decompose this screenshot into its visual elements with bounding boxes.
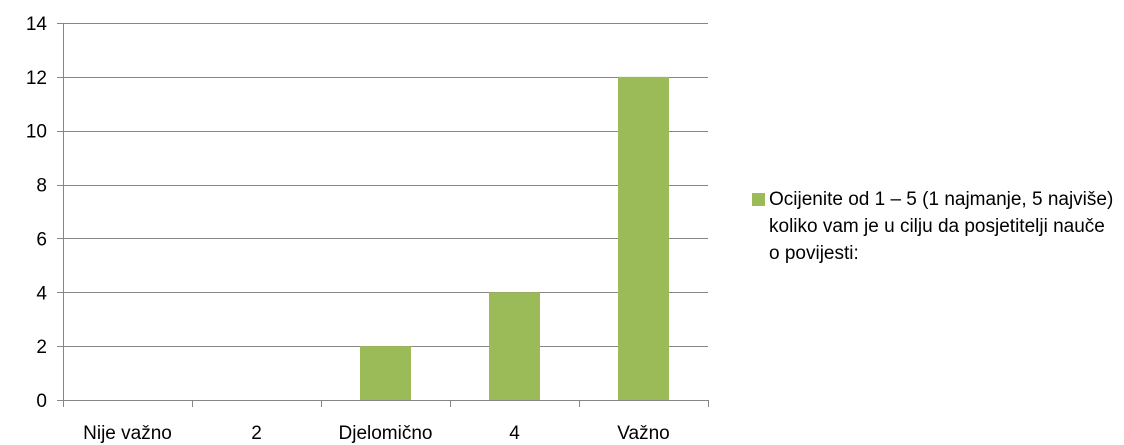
y-tick-label: 2: [36, 337, 47, 358]
y-tick-label: 12: [26, 68, 47, 89]
bar: [618, 76, 669, 400]
legend-swatch: [752, 193, 765, 206]
x-tick-label: Nije važno: [83, 423, 172, 444]
y-tick-label: 8: [36, 176, 47, 197]
x-tick-label: 4: [509, 423, 520, 444]
y-tick-label: 10: [26, 122, 47, 143]
y-tick-label: 14: [26, 14, 48, 35]
y-tick-label: 4: [36, 283, 47, 304]
axes: [57, 23, 709, 407]
x-axis-tick-labels: Nije važno 2 Djelomično 4 Važno: [83, 423, 670, 444]
legend: Ocijenite od 1 – 5 (1 najmanje, 5 najviš…: [752, 186, 1117, 267]
bar: [489, 292, 540, 400]
bars: [360, 76, 669, 400]
legend-label: Ocijenite od 1 – 5 (1 najmanje, 5 najviš…: [769, 189, 1114, 264]
y-axis-tick-labels: 0 2 4 6 8 10 12 14: [26, 14, 48, 412]
bar: [360, 346, 411, 400]
y-tick-label: 0: [36, 391, 47, 412]
y-tick-label: 6: [36, 229, 47, 250]
x-tick-label: Važno: [617, 423, 669, 444]
gridlines: [63, 23, 708, 347]
x-tick-label: 2: [251, 423, 262, 444]
x-tick-label: Djelomično: [339, 423, 433, 444]
